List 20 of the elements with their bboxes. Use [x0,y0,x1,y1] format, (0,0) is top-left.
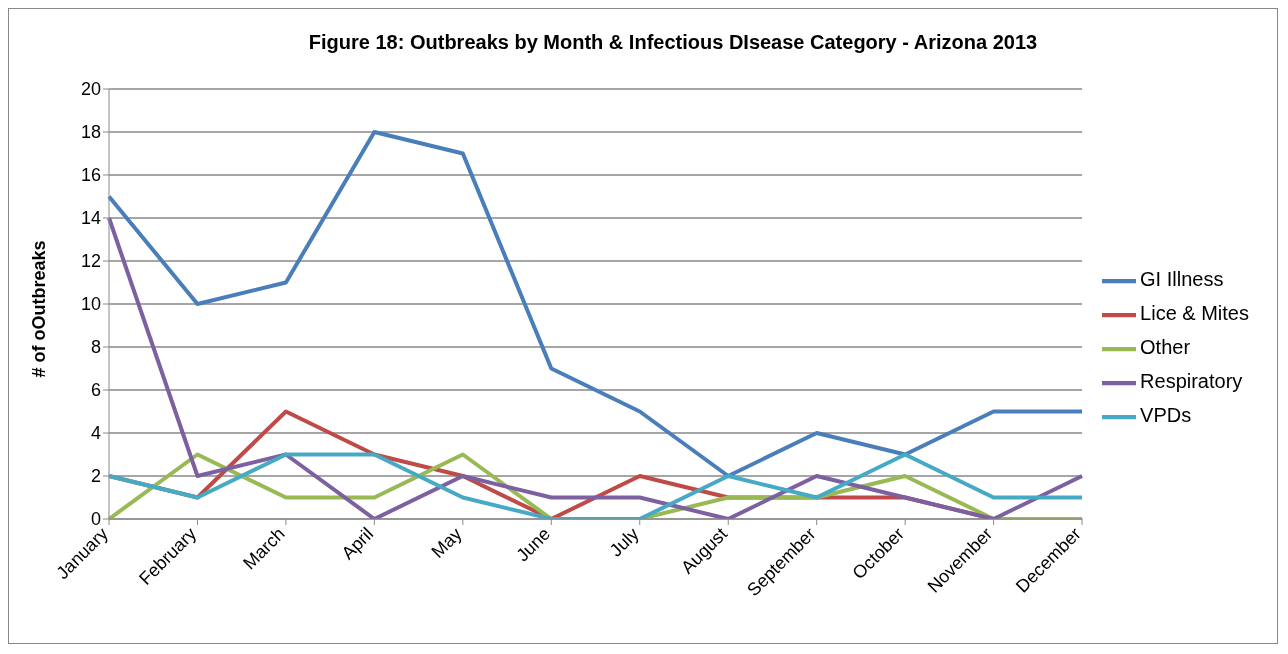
y-tick-label: 0 [90,509,101,530]
y-tick-label: 12 [80,251,101,272]
y-tick-label: 18 [80,122,101,143]
y-tick-label: 20 [80,79,101,100]
y-tick-label: 10 [80,294,101,315]
y-tick-label: 16 [80,165,101,186]
y-tick-label: 8 [90,337,101,358]
chart-title: Figure 18: Outbreaks by Month & Infectious DIsease Category - Arizona 2013 [307,31,1039,54]
y-tick-label: 4 [90,423,101,444]
y-tick-label: 6 [90,380,101,401]
legend-label: GI Illness [1140,268,1224,291]
y-tick-label: 2 [90,466,101,487]
y-axis-title: # of oOutbreaks [28,240,50,378]
y-tick-label: 14 [80,208,101,229]
legend-label: Respiratory [1140,370,1243,393]
x-tick-label: July [605,523,643,561]
legend-label: Other [1140,336,1191,359]
legend-label: VPDs [1140,404,1192,427]
legend-label: Lice & Mites [1140,302,1249,325]
x-tick-label: May [427,523,466,562]
